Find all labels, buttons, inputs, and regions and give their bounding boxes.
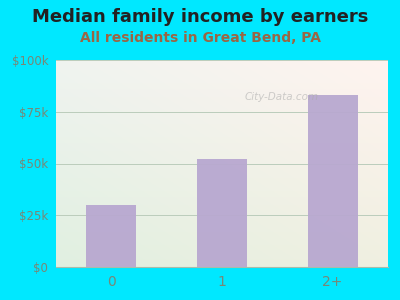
Bar (197, 159, 247, 267)
Text: Median family income by earners: Median family income by earners (32, 8, 368, 26)
Bar (86, 205, 136, 267)
Bar (308, 95, 358, 267)
Text: City-Data.com: City-Data.com (245, 92, 319, 102)
Text: All residents in Great Bend, PA: All residents in Great Bend, PA (80, 32, 320, 46)
